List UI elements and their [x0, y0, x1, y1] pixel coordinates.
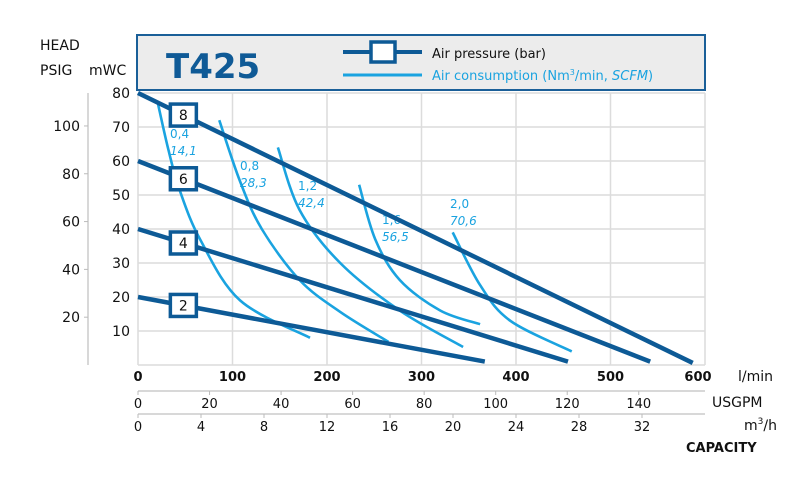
- air-pressure-line-6-bar: [137, 158, 652, 364]
- m3h-unit-label: m3/h: [744, 417, 777, 434]
- air-consumption-curve-1-6: [357, 184, 481, 326]
- psig-tick-label: 40: [62, 262, 80, 278]
- legend-air-label: Air consumption (Nm3/min, SCFM): [432, 68, 653, 84]
- psig-tick-label: 60: [62, 215, 80, 231]
- grid: [137, 92, 706, 366]
- pressure-marker-label: 8: [179, 108, 188, 124]
- lmin-unit-label: l/min: [738, 369, 773, 385]
- air-consumption-curve-0-8: [218, 119, 390, 343]
- pressure-marker-box: [168, 230, 199, 256]
- usgpm-tick-label: 40: [273, 397, 290, 412]
- title-legend-box: [136, 34, 706, 91]
- pressure-marker-box: [168, 102, 199, 128]
- pressure-marker-box: [168, 292, 199, 319]
- usgpm-tick-label: 20: [201, 397, 218, 412]
- usgpm-tick-label: 60: [344, 397, 361, 412]
- legend-pressure: Air pressure (bar): [343, 40, 546, 64]
- lmin-tick-label: 400: [502, 370, 529, 385]
- psig-unit-label: PSIG: [40, 63, 72, 79]
- air-scfm-label: 28,3: [240, 176, 267, 190]
- m3h-tick-label: 8: [260, 420, 268, 435]
- mwc-tick-label: 80: [112, 86, 130, 102]
- usgpm-tick-label: 100: [483, 397, 508, 412]
- m3h-tick-label: 16: [382, 420, 399, 435]
- pressure-marker-label: 2: [179, 298, 188, 314]
- air-scfm-label: 14,1: [170, 144, 197, 158]
- mwc-tick-label: 60: [112, 154, 130, 170]
- pressure-marker-label: 6: [179, 172, 188, 188]
- lmin-tick-label: 200: [313, 370, 340, 385]
- air-scfm-label: 42,4: [298, 196, 325, 210]
- mwc-tick-label: 40: [112, 222, 130, 238]
- usgpm-unit-label: USGPM: [712, 395, 763, 411]
- pressure-marker-box: [168, 166, 199, 192]
- mwc-tick-label: 20: [112, 290, 130, 306]
- m3h-tick-label: 28: [571, 420, 588, 435]
- air-pressure-line-4-bar: [137, 226, 569, 364]
- air-nm3-label: 0,4: [170, 127, 189, 141]
- air-consumption-curve-0-4: [156, 102, 311, 339]
- mwc-tick-label: 70: [112, 120, 130, 136]
- usgpm-tick-label: 80: [416, 397, 433, 412]
- air-pressure-lines: 8 6 4 2: [137, 90, 694, 365]
- air-pressure-line-8-bar: [137, 90, 694, 365]
- mwc-tick-label: 10: [112, 324, 130, 340]
- m3h-tick-label: 4: [197, 420, 205, 435]
- psig-tick-label: 80: [62, 167, 80, 183]
- m3h-tick-label: 24: [508, 420, 525, 435]
- lmin-tick-label: 100: [219, 370, 246, 385]
- air-nm3-label: 0,8: [240, 159, 259, 173]
- legend-air: Air consumption (Nm3/min, SCFM): [343, 68, 653, 84]
- air-nm3-label: 1,2: [298, 179, 317, 193]
- lmin-tick-label: 600: [684, 370, 711, 385]
- mwc-unit-label: mWC: [89, 63, 126, 79]
- lmin-tick-label: 0: [133, 370, 142, 385]
- lmin-tick-label: 500: [597, 370, 624, 385]
- usgpm-tick-label: 140: [626, 397, 651, 412]
- air-consumption-curves: 0,414,10,828,3 1,242,41,656,52,070,6: [156, 102, 573, 353]
- head-label: HEAD: [40, 38, 80, 54]
- m3h-tick-label: 20: [445, 420, 462, 435]
- psig-tick-label: 20: [62, 310, 80, 326]
- air-consumption-curve-2-0: [451, 231, 573, 353]
- psig-tick-label: 100: [53, 119, 80, 135]
- m3h-tick-label: 32: [634, 420, 651, 435]
- m3h-tick-label: 0: [134, 420, 142, 435]
- air-nm3-label: 2,0: [450, 197, 469, 211]
- air-consumption-curve-1-2: [276, 146, 464, 349]
- legend-pressure-marker: [369, 40, 397, 64]
- m3h-tick-label: 12: [319, 420, 336, 435]
- mwc-tick-label: 50: [112, 188, 130, 204]
- lmin-tick-label: 300: [408, 370, 435, 385]
- capacity-label: CAPACITY: [686, 441, 757, 456]
- mwc-tick-label: 30: [112, 256, 130, 272]
- air-scfm-label: 70,6: [450, 214, 477, 228]
- air-scfm-label: 56,5: [382, 230, 409, 244]
- usgpm-tick-label: 120: [555, 397, 580, 412]
- usgpm-tick-label: 0: [134, 397, 142, 412]
- pressure-marker-label: 4: [179, 236, 188, 252]
- chart-title: T425: [166, 47, 260, 87]
- legend-pressure-label: Air pressure (bar): [432, 47, 546, 62]
